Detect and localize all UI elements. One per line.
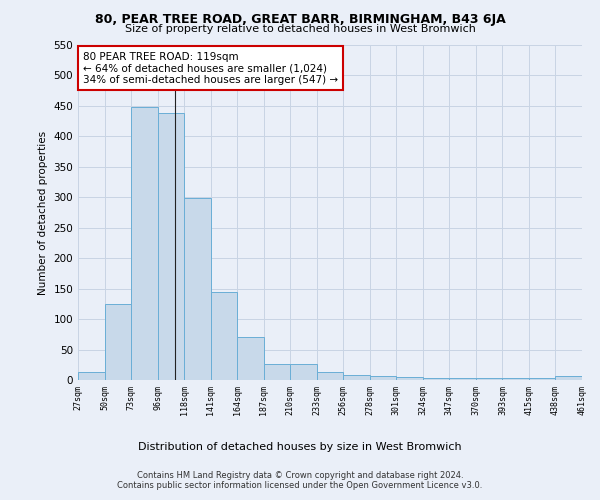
- Bar: [343, 374, 370, 380]
- Bar: [237, 338, 263, 380]
- Bar: [502, 378, 529, 380]
- Bar: [317, 372, 343, 380]
- Bar: [78, 372, 104, 380]
- Text: Size of property relative to detached houses in West Bromwich: Size of property relative to detached ho…: [125, 24, 475, 34]
- Bar: [423, 378, 449, 380]
- Bar: [370, 376, 397, 380]
- Bar: [104, 304, 131, 380]
- Text: Distribution of detached houses by size in West Bromwich: Distribution of detached houses by size …: [138, 442, 462, 452]
- Bar: [397, 377, 423, 380]
- Y-axis label: Number of detached properties: Number of detached properties: [38, 130, 48, 294]
- Bar: [476, 378, 502, 380]
- Bar: [529, 378, 556, 380]
- Bar: [263, 364, 290, 380]
- Text: 80, PEAR TREE ROAD, GREAT BARR, BIRMINGHAM, B43 6JA: 80, PEAR TREE ROAD, GREAT BARR, BIRMINGH…: [95, 12, 505, 26]
- Text: Contains HM Land Registry data © Crown copyright and database right 2024.
Contai: Contains HM Land Registry data © Crown c…: [118, 470, 482, 490]
- Bar: [290, 364, 317, 380]
- Bar: [211, 292, 237, 380]
- Bar: [158, 113, 184, 380]
- Bar: [131, 106, 158, 380]
- Text: 80 PEAR TREE ROAD: 119sqm
← 64% of detached houses are smaller (1,024)
34% of se: 80 PEAR TREE ROAD: 119sqm ← 64% of detac…: [83, 52, 338, 85]
- Bar: [184, 198, 211, 380]
- Bar: [449, 378, 476, 380]
- Bar: [556, 376, 582, 380]
